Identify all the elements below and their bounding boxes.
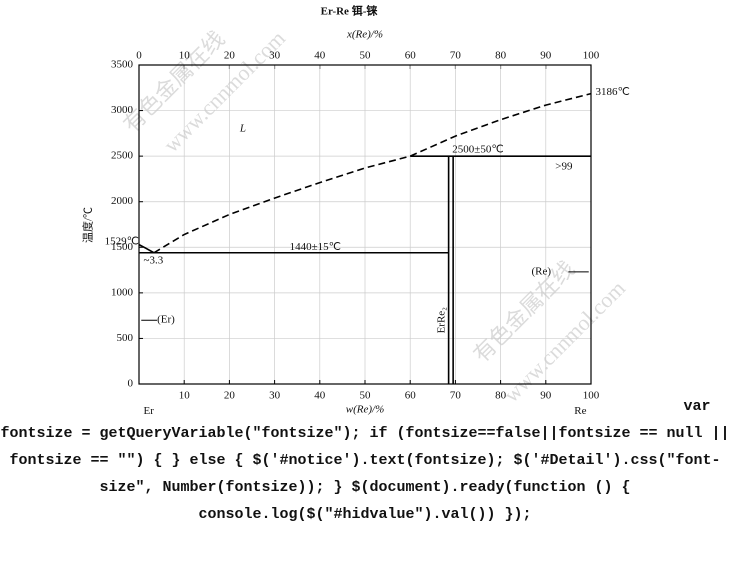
x-tick-label: 100 [583,390,600,402]
y-tick-label: 1000 [111,286,134,298]
x2-tick-label: 40 [315,50,327,62]
chart-title: Er-Re 铒-铼 [321,4,379,18]
watermark: www.cnnmol.com [499,276,631,408]
x2-tick-label: 60 [405,50,417,62]
plot-frame [138,64,593,385]
annotation: 2500±50℃ [453,143,504,155]
y-tick-label: 500 [117,332,134,344]
chart: Er-Re 铒-铼 x(Re)/% w(Re)/% 温度/℃ 有色金属在线 ww… [81,4,631,417]
x2-tick-label: 20 [224,50,236,62]
annotation: 3186℃ [596,86,630,98]
annotation: Er [144,405,155,417]
y-tick-label: 1500 [111,241,134,253]
x2-tick-label: 30 [270,50,282,62]
x-tick-label: 50 [360,390,372,402]
x2-tick-label: 90 [541,50,553,62]
annotation: ErRe₂ [436,307,448,334]
x2-tick-label: 80 [496,50,508,62]
annotation: >99 [556,161,574,173]
x2-axis-label: x(Re)/% [346,29,383,41]
x2-tick-label: 50 [360,50,372,62]
x-tick-label: 70 [450,390,462,402]
y-tick-label: 2000 [111,195,134,207]
y-tick-label: 3500 [111,59,134,71]
x-tick-label: 60 [405,390,417,402]
x-axis-label: w(Re)/% [346,404,384,416]
y-tick-label: 3000 [111,104,134,116]
x2-tick-label: 100 [583,50,600,62]
phase-boundary [139,243,155,254]
annotation: 1440±15℃ [290,241,341,253]
annotation: L [239,122,246,134]
x-tick-label: 20 [224,390,236,402]
y-tick-label: 2500 [111,150,134,162]
x2-tick-label: 70 [450,50,462,62]
phase-boundary [153,92,592,254]
x-tick-label: 10 [179,390,191,402]
leaked-script-text: var fontsize = getQueryVariable("fontsiz… [0,398,730,523]
annotation: (Er) [158,314,176,326]
x-tick-label: 80 [496,390,508,402]
x-tick-label: 40 [315,390,327,402]
annotation: 1529℃ [105,235,139,247]
annotation: Re [575,405,587,417]
x2-tick-label: 0 [137,50,143,62]
annotation: (Re) [532,265,552,277]
x2-tick-label: 10 [179,50,191,62]
x-tick-label: 90 [541,390,553,402]
x-tick-label: 30 [270,390,282,402]
y-tick-label: 0 [128,378,134,390]
annotation: ~3.3 [144,254,164,266]
y-axis-label: 温度/℃ [81,207,95,243]
page: Er-Re 铒-铼 x(Re)/% w(Re)/% 温度/℃ 有色金属在线 ww… [0,4,730,523]
watermark: 有色金属在线 [119,26,230,137]
